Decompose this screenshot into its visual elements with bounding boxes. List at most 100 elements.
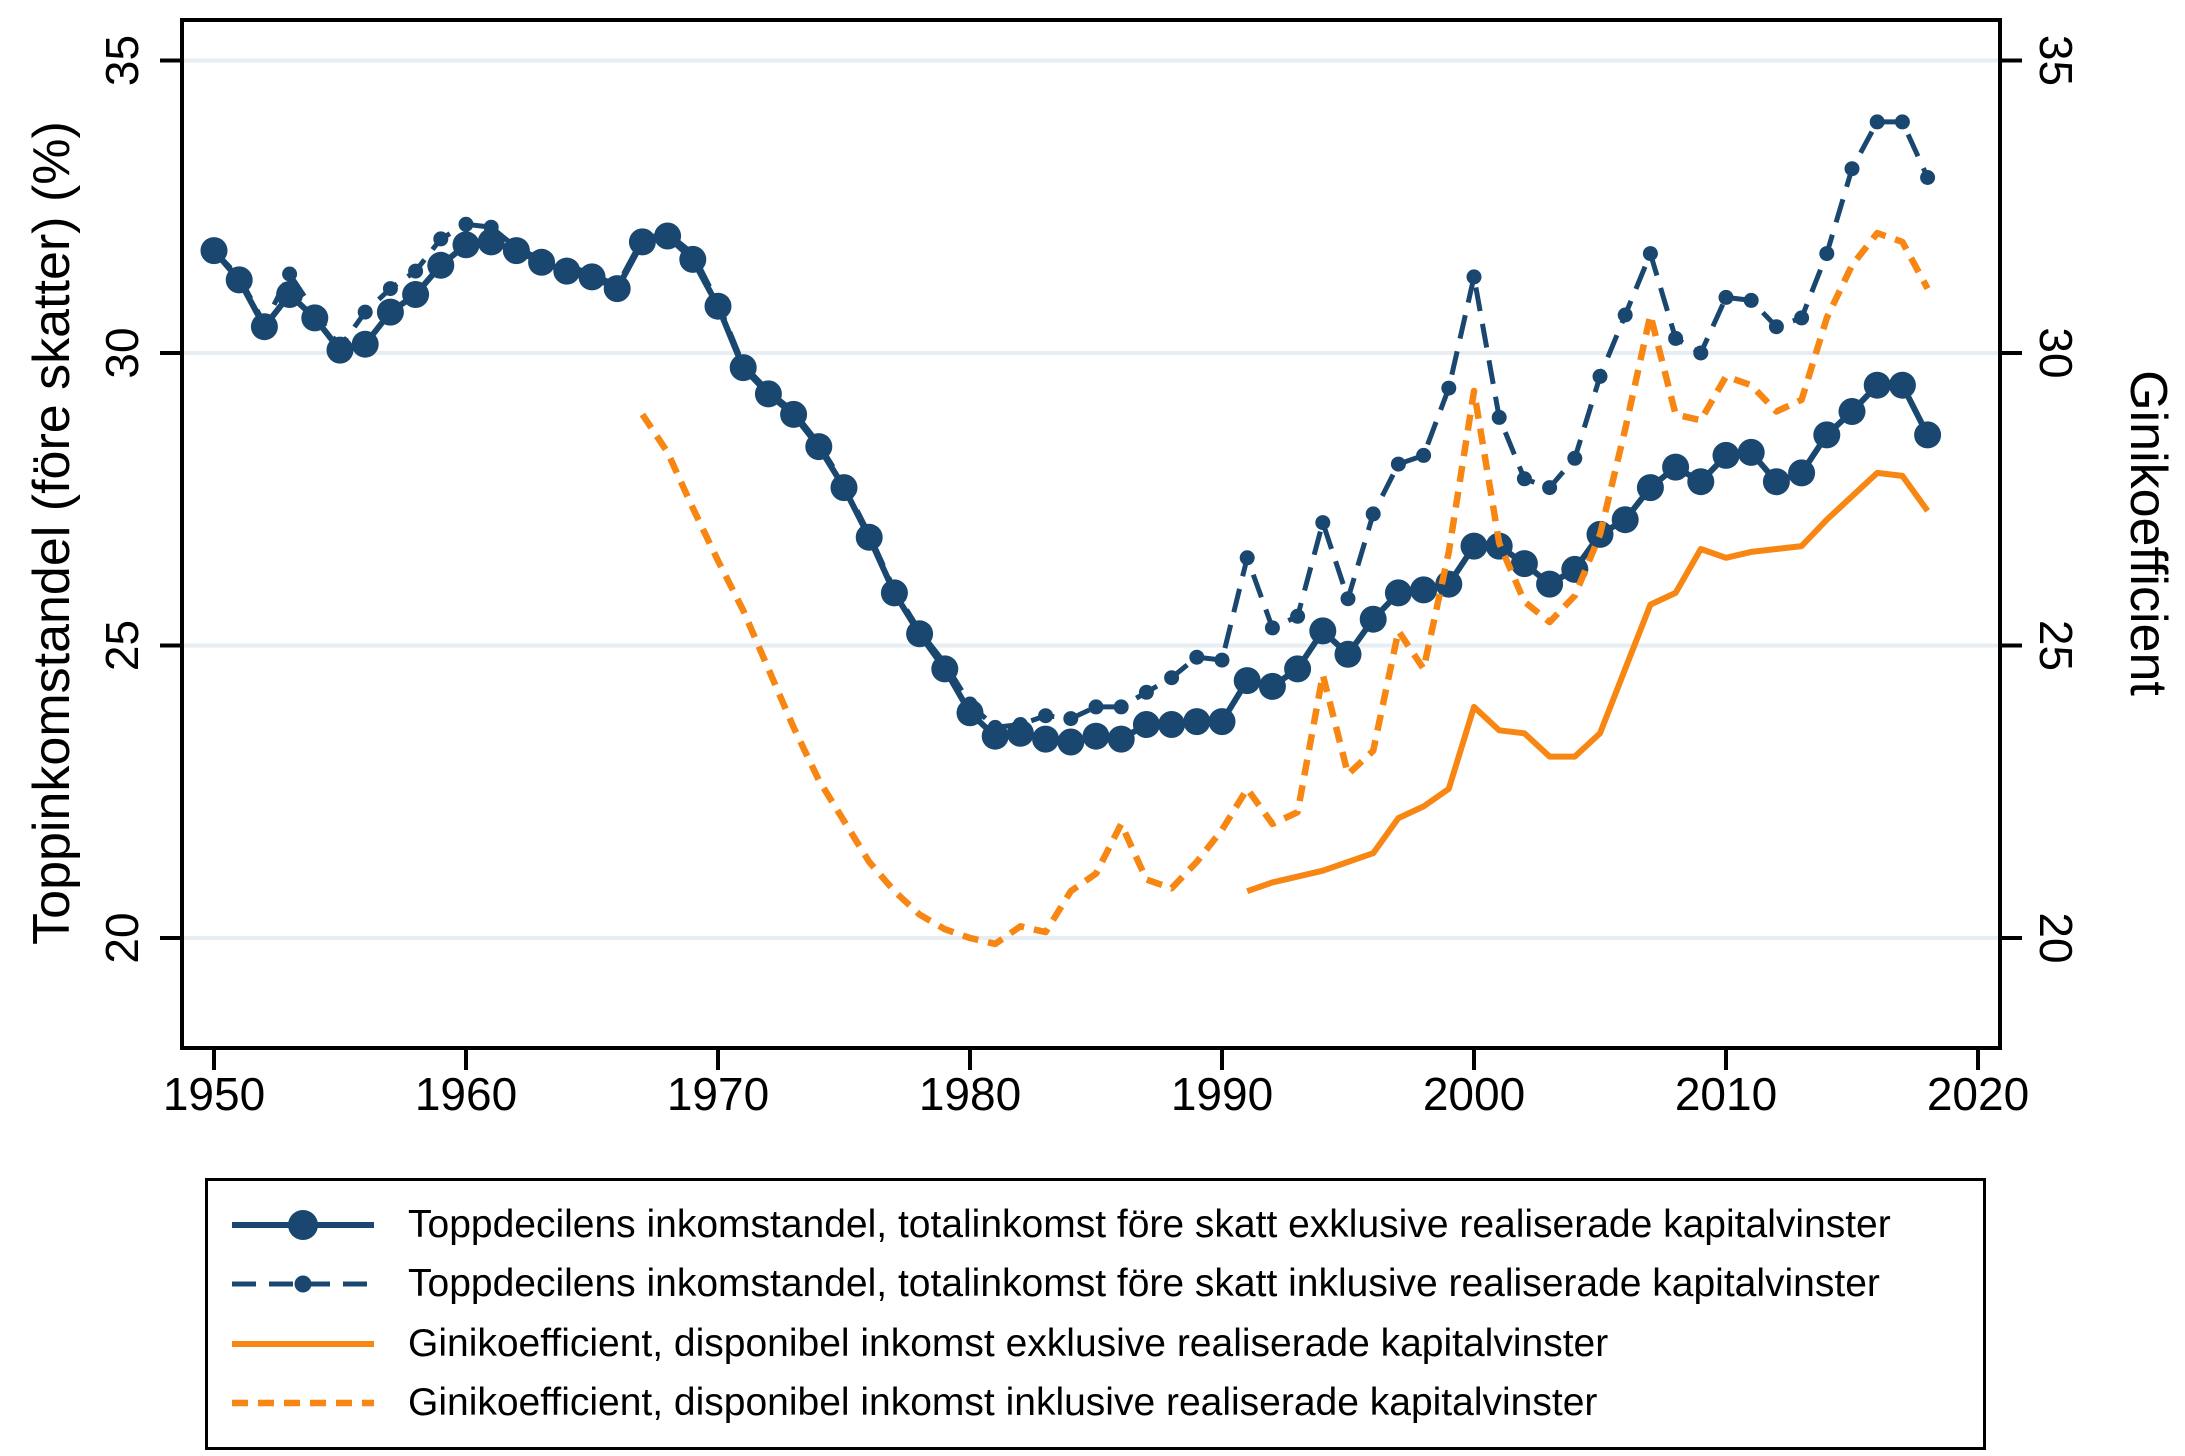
series-marker-top10-excl-capital-gains [1662,453,1690,481]
x-axis-tick-label: 2020 [1927,1068,2029,1120]
series-marker-top10-incl-capital-gains [1441,380,1457,396]
series-marker-top10-excl-capital-gains [780,400,808,428]
series-marker-top10-excl-capital-gains [1284,655,1312,683]
series-marker-top10-incl-capital-gains [1516,471,1532,487]
series-marker-top10-excl-capital-gains [830,474,858,502]
series-marker-top10-incl-capital-gains [408,263,424,279]
series-marker-top10-excl-capital-gains [704,292,732,320]
legend-label: Toppdecilens inkomstandel, totalinkomst … [408,1202,1891,1246]
series-marker-top10-incl-capital-gains [1718,289,1734,305]
series-marker-top10-excl-capital-gains [301,304,329,332]
series-marker-top10-excl-capital-gains [502,237,530,265]
series-marker-top10-excl-capital-gains [956,699,984,727]
series-marker-top10-incl-capital-gains [1819,246,1835,262]
series-marker-top10-incl-capital-gains [1894,114,1910,130]
series-marker-top10-excl-capital-gains [1233,667,1261,695]
series-marker-top10-excl-capital-gains [1914,421,1942,449]
series-marker-top10-excl-capital-gains [376,298,404,326]
series-marker-top10-excl-capital-gains [754,380,782,408]
series-marker-top10-incl-capital-gains [1844,161,1860,177]
series-marker-top10-excl-capital-gains [1863,371,1891,399]
series-marker-top10-excl-capital-gains [250,313,278,341]
series-marker-top10-excl-capital-gains [351,330,379,358]
x-axis-tick-label: 1980 [919,1068,1021,1120]
series-marker-top10-excl-capital-gains [603,275,631,303]
series-marker-top10-excl-capital-gains [906,620,934,648]
series-line-top10-incl-capital-gains [212,119,1930,730]
series-marker-top10-excl-capital-gains [528,248,556,276]
legend-line-solid-circle-icon [232,1209,374,1240]
series-marker-top10-excl-capital-gains [1737,438,1765,466]
series-marker-top10-incl-capital-gains [1214,652,1230,668]
series-marker-top10-incl-capital-gains [1466,269,1482,285]
series-marker-top10-excl-capital-gains [1183,708,1211,736]
series-marker-top10-excl-capital-gains [1712,441,1740,469]
series-marker-top10-incl-capital-gains [1113,699,1129,715]
series-marker-top10-incl-capital-gains [1239,550,1255,566]
series-marker-top10-incl-capital-gains [382,281,398,297]
series-marker-top10-incl-capital-gains [1592,368,1608,384]
legend-line-dashed-circle-icon [232,1275,374,1293]
left-axis-tick-label: 20 [96,912,148,963]
series-marker-top10-excl-capital-gains [452,231,480,259]
series-marker-top10-incl-capital-gains [1189,649,1205,665]
series-marker-top10-incl-capital-gains [282,266,298,282]
series-line-top10-excl-capital-gains [211,233,1931,745]
series-marker-top10-incl-capital-gains [1642,246,1658,262]
series-marker-top10-excl-capital-gains [1334,640,1362,668]
series-marker-top10-excl-capital-gains [553,257,581,285]
series-line-gini-excl-capital-gains [1246,469,1931,895]
series-marker-top10-excl-capital-gains [1435,570,1463,598]
legend-item-top10-excl: Toppdecilens inkomstandel, totalinkomst … [228,1203,1983,1247]
series-marker-top10-incl-capital-gains [1794,310,1810,326]
series-marker-top10-incl-capital-gains [1390,456,1406,472]
right-axis-title: Ginikoefficient [2119,370,2177,696]
legend-label: Toppdecilens inkomstandel, totalinkomst … [408,1262,1880,1306]
series-marker-top10-excl-capital-gains [628,228,656,256]
series-marker-top10-excl-capital-gains [477,228,505,256]
series-marker-top10-incl-capital-gains [1567,450,1583,466]
series-marker-top10-excl-capital-gains [1057,728,1085,756]
left-axis-tick-label: 25 [96,620,148,671]
series-marker-top10-excl-capital-gains [1107,725,1135,753]
series-marker-top10-incl-capital-gains [357,304,373,320]
series-marker-top10-excl-capital-gains [931,655,959,683]
series-marker-top10-incl-capital-gains [1768,319,1784,335]
x-axis-tick-label: 1960 [415,1068,517,1120]
left-axis-tick-label: 35 [96,35,148,86]
right-axis-tick-label: 25 [2030,620,2082,671]
series-marker-top10-excl-capital-gains [1460,532,1488,560]
series-marker-top10-incl-capital-gains [433,231,449,247]
series-marker-top10-excl-capital-gains [1309,617,1337,645]
legend-line-shortdash-icon [232,1400,374,1407]
series-marker-top10-excl-capital-gains [1687,468,1715,496]
series-marker-top10-excl-capital-gains [1636,474,1664,502]
series-line-gini-incl-capital-gains [639,229,1931,948]
series-marker-top10-excl-capital-gains [880,579,908,607]
series-marker-top10-excl-capital-gains [1082,722,1110,750]
legend-item-top10-incl: Toppdecilens inkomstandel, totalinkomst … [228,1262,1983,1306]
legend-item-gini-incl: Ginikoefficient, disponibel inkomst inkl… [228,1381,1983,1425]
series-marker-top10-incl-capital-gains [1038,708,1054,724]
series-marker-top10-excl-capital-gains [1888,371,1916,399]
series-marker-top10-excl-capital-gains [1384,579,1412,607]
legend-label: Ginikoefficient, disponibel inkomst inkl… [408,1381,1598,1425]
x-axis-tick-label: 1970 [667,1068,769,1120]
series-marker-top10-excl-capital-gains [1410,576,1438,604]
series-marker-top10-excl-capital-gains [1032,725,1060,753]
series-marker-top10-excl-capital-gains [200,237,228,265]
x-axis-tick-label: 2000 [1423,1068,1525,1120]
series-marker-top10-excl-capital-gains [729,354,757,382]
series-marker-top10-excl-capital-gains [276,281,304,308]
left-axis-title: Toppinkomstandel (före skatter) (%) [23,121,81,945]
series-marker-top10-incl-capital-gains [1693,345,1709,361]
series-marker-top10-excl-capital-gains [1813,421,1841,449]
series-marker-top10-excl-capital-gains [1006,719,1034,747]
legend-item-gini-excl: Ginikoefficient, disponibel inkomst exkl… [228,1322,1983,1366]
series-marker-top10-incl-capital-gains [1668,330,1684,346]
legend-line-solid-icon [232,1340,374,1347]
series-marker-top10-incl-capital-gains [1869,114,1885,130]
series-marker-top10-excl-capital-gains [1536,570,1564,598]
legend-label: Ginikoefficient, disponibel inkomst exkl… [408,1321,1609,1365]
